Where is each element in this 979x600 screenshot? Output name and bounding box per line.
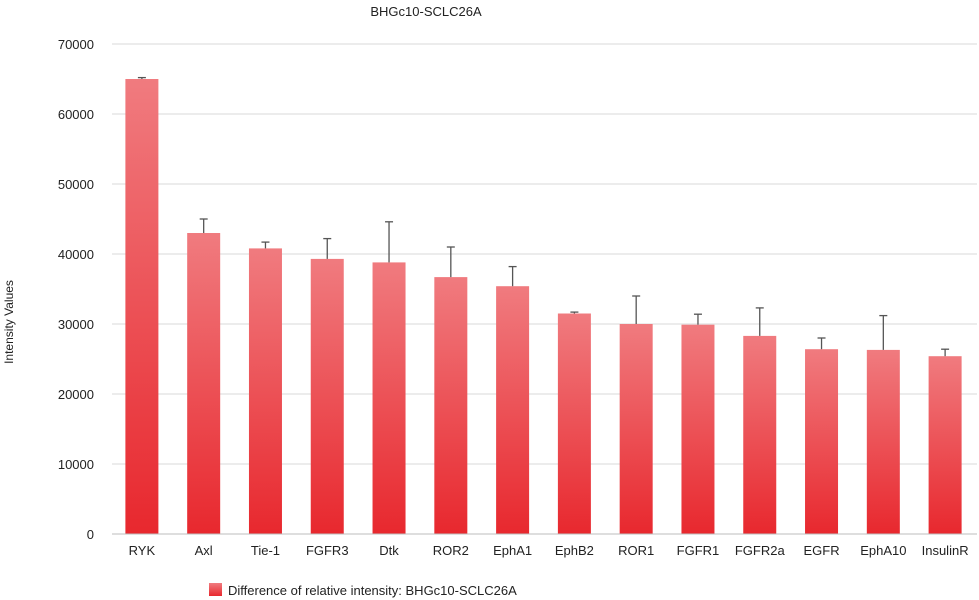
y-tick-label: 30000 (58, 317, 94, 332)
x-tick-label: FGFR2a (735, 543, 786, 558)
bar-axl (187, 233, 221, 534)
bar-dtk (372, 262, 406, 534)
legend-label: Difference of relative intensity: BHGc10… (228, 583, 517, 598)
error-bar-egfr (817, 337, 826, 350)
y-tick-label: 40000 (58, 247, 94, 262)
error-bar-axl (199, 218, 208, 233)
error-bar-tie-1 (261, 241, 270, 249)
error-bar-insulinr (941, 348, 950, 357)
legend: Difference of relative intensity: BHGc10… (209, 583, 517, 598)
bar-ephb2 (557, 313, 591, 534)
y-axis-ticks: 0 10000 20000 30000 40000 50000 60000 70000 (58, 37, 94, 542)
y-tick-label: 20000 (58, 387, 94, 402)
x-tick-label: EphA1 (493, 543, 532, 558)
error-bar-ephb2 (570, 311, 579, 314)
x-tick-label: InsulinR (922, 543, 969, 558)
x-tick-label: EGFR (803, 543, 839, 558)
bar-ryk (125, 79, 159, 534)
error-bar-ror1 (632, 295, 641, 324)
bar-fgfr1 (681, 324, 715, 534)
y-tick-label: 10000 (58, 457, 94, 472)
y-tick-label: 70000 (58, 37, 94, 52)
y-tick-label: 0 (87, 527, 94, 542)
bar-insulinr (928, 356, 962, 534)
x-tick-label: ROR1 (618, 543, 654, 558)
x-tick-label: Tie-1 (251, 543, 280, 558)
error-bar-fgfr2a (755, 307, 764, 336)
chart-title: BHGc10-SCLC26A (370, 4, 482, 19)
error-bar-epha10 (879, 314, 888, 350)
bar-epha10 (866, 349, 900, 534)
x-tick-label: EphA10 (860, 543, 906, 558)
legend-swatch (209, 583, 222, 596)
error-bar-ryk (137, 76, 146, 79)
bar-fgfr2a (743, 335, 777, 534)
bar-ror1 (619, 324, 653, 534)
error-bar-fgfr1 (693, 313, 702, 325)
y-axis-title: Intensity Values (2, 280, 16, 364)
x-tick-label: FGFR3 (306, 543, 349, 558)
error-bars (137, 76, 950, 357)
bars (125, 79, 962, 534)
y-tick-label: 50000 (58, 177, 94, 192)
bar-epha1 (496, 286, 530, 534)
x-tick-label: FGFR1 (677, 543, 720, 558)
x-tick-label: RYK (129, 543, 156, 558)
bar-tie-1 (248, 248, 282, 534)
x-tick-label: EphB2 (555, 543, 594, 558)
y-tick-label: 60000 (58, 107, 94, 122)
bar-egfr (805, 349, 839, 534)
error-bar-dtk (385, 221, 394, 263)
error-bar-epha1 (508, 265, 517, 287)
bar-ror2 (434, 277, 468, 534)
x-tick-label: ROR2 (433, 543, 469, 558)
bar-fgfr3 (310, 258, 344, 534)
x-axis-ticks: RYK Axl Tie-1 FGFR3 Dtk ROR2 EphA1 EphB2 ROR1 FGF… (129, 543, 969, 558)
x-tick-label: Dtk (379, 543, 399, 558)
x-tick-label: Axl (195, 543, 213, 558)
gridlines (112, 43, 977, 465)
error-bar-ror2 (446, 246, 455, 278)
error-bar-fgfr3 (323, 237, 332, 259)
